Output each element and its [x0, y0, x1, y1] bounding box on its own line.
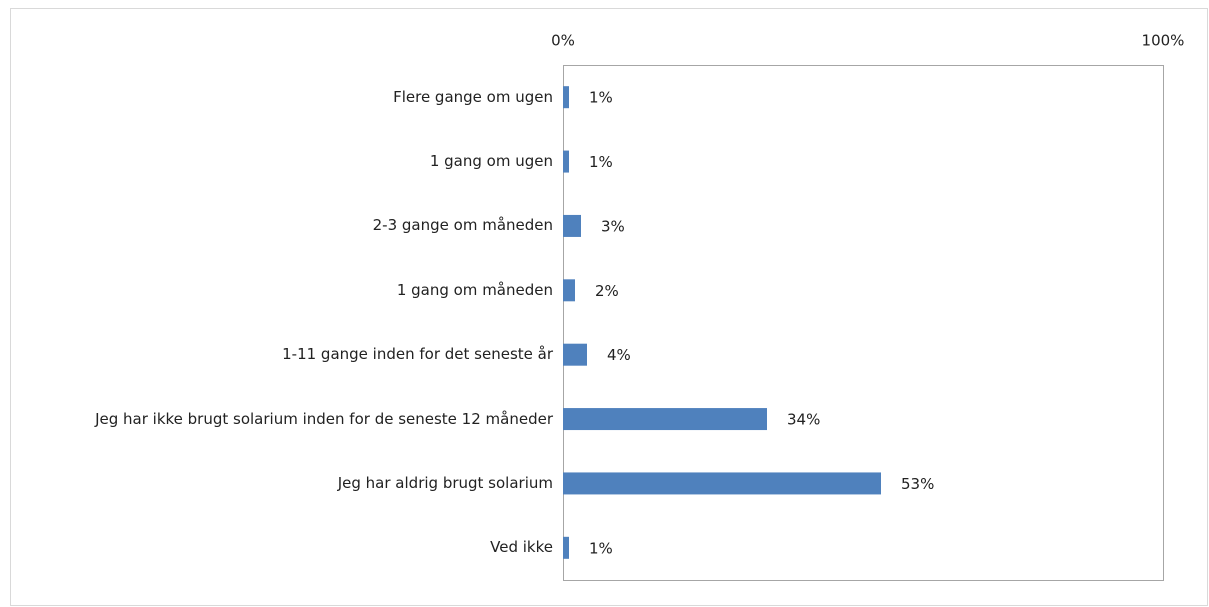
bar — [563, 150, 569, 173]
data-label: 1% — [589, 153, 613, 171]
category-label: 1-11 gange inden for det seneste år — [282, 345, 553, 364]
bar — [563, 214, 581, 237]
category-label: Jeg har ikke brugt solarium inden for de… — [95, 409, 553, 428]
category-label-box: Jeg har ikke brugt solarium inden for de… — [8, 389, 553, 449]
category-label: Flere gange om ugen — [393, 87, 553, 106]
bar — [563, 279, 575, 302]
category-label: Ved ikke — [490, 538, 553, 557]
data-label: 1% — [589, 89, 613, 107]
bar — [563, 408, 767, 431]
data-label: 53% — [901, 475, 934, 493]
x-tick-label: 0% — [551, 32, 575, 50]
category-label: 2-3 gange om måneden — [372, 216, 553, 235]
category-label-box: 1 gang om måneden — [8, 260, 553, 320]
data-label: 2% — [595, 282, 619, 300]
category-label-box: Flere gange om ugen — [8, 67, 553, 127]
plot-area — [563, 65, 1164, 581]
bar — [563, 343, 587, 366]
x-tick-label: 100% — [1142, 32, 1185, 50]
category-label-box: Ved ikke — [8, 518, 553, 578]
data-label: 3% — [601, 217, 625, 235]
category-label-box: Jeg har aldrig brugt solarium — [8, 453, 553, 513]
category-label: 1 gang om ugen — [429, 152, 553, 171]
bar — [563, 536, 569, 559]
category-label-box: 1-11 gange inden for det seneste år — [8, 325, 553, 385]
category-label: Jeg har aldrig brugt solarium — [337, 473, 553, 492]
category-label-box: 2-3 gange om måneden — [8, 196, 553, 256]
category-label: 1 gang om måneden — [396, 280, 553, 299]
category-label-box: 1 gang om ugen — [8, 132, 553, 192]
bar — [563, 86, 569, 109]
data-label: 34% — [787, 411, 820, 429]
bar — [563, 472, 881, 495]
data-label: 1% — [589, 539, 613, 557]
data-label: 4% — [607, 346, 631, 364]
chart-border — [10, 8, 1208, 606]
